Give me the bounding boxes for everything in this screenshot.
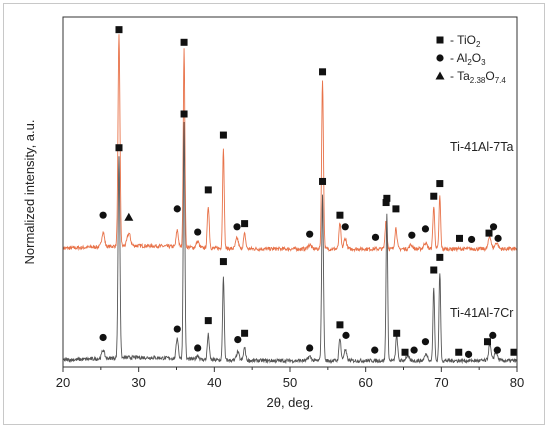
phase-marker-square	[115, 144, 123, 152]
phase-marker-square	[319, 177, 327, 185]
x-tick-label: 60	[358, 375, 372, 390]
phase-marker-circle	[99, 211, 107, 219]
phase-marker-circle	[306, 230, 314, 238]
phase-marker-square	[319, 68, 327, 76]
phase-marker-square	[392, 205, 400, 213]
phase-marker-square	[204, 186, 212, 194]
plot-area: Ti-41Al-7Ta Ti-41Al-7Cr	[62, 26, 518, 365]
phase-marker-square	[219, 258, 227, 266]
phase-marker-square	[393, 329, 401, 337]
axes: 20 30 40 50 60 70 80	[56, 16, 524, 390]
phase-marker-circle	[371, 346, 379, 354]
phase-marker-square	[485, 229, 493, 237]
phase-marker-square	[180, 110, 188, 118]
phase-marker-circle	[493, 346, 501, 354]
phase-marker-circle	[173, 205, 181, 213]
phase-marker-square	[436, 180, 444, 188]
x-tick-label: 50	[283, 375, 297, 390]
phase-marker-circle	[410, 346, 418, 354]
phase-marker-square	[382, 199, 390, 207]
phase-marker-square	[336, 211, 344, 219]
phase-marker-square	[204, 317, 212, 325]
legend: - TiO2 - Al2O3 - Ta2.38O7.4	[435, 33, 506, 85]
phase-marker-circle	[233, 223, 241, 231]
phase-marker-square	[180, 38, 188, 46]
phase-marker-square	[219, 131, 227, 139]
phase-marker-square	[510, 348, 518, 356]
series-line-2	[62, 121, 518, 365]
legend-circle-icon	[436, 54, 444, 62]
x-tick-label: 30	[131, 375, 145, 390]
phase-marker-circle	[194, 344, 202, 352]
phase-marker-square	[430, 192, 438, 200]
phase-marker-circle	[173, 325, 181, 333]
phase-marker-square	[455, 234, 463, 242]
phase-marker-square	[436, 253, 444, 261]
phase-marker-square	[241, 220, 249, 228]
x-tick-label: 20	[56, 375, 70, 390]
legend-label: - TiO2	[450, 33, 481, 49]
phase-marker-circle	[408, 231, 416, 239]
legend-triangle-icon	[435, 71, 445, 80]
chart-frame	[3, 3, 545, 425]
phase-marker-circle	[489, 223, 498, 231]
phase-marker-circle	[464, 350, 473, 358]
phase-marker-circle	[421, 225, 430, 233]
phase-marker-square	[401, 348, 409, 356]
plot-frame	[62, 16, 518, 368]
phase-marker-circle	[99, 333, 107, 342]
phase-marker-circle	[194, 228, 202, 236]
phase-marker-circle	[341, 223, 349, 231]
phase-marker-circle	[489, 331, 497, 339]
phase-marker-square	[115, 26, 123, 34]
x-tick-label: 40	[207, 375, 221, 390]
phase-marker-square	[336, 321, 344, 329]
phase-marker-circle	[306, 344, 314, 352]
series-line-1	[62, 34, 518, 253]
phase-marker-circle	[342, 331, 350, 339]
phase-marker-circle	[468, 235, 476, 244]
x-tick-label: 70	[434, 375, 448, 390]
phase-marker-square	[383, 194, 391, 202]
x-axis-title: 2θ, deg.	[267, 395, 314, 410]
series-label-2: Ti-41Al-7Cr	[450, 306, 513, 320]
y-axis-title: Normalized intensity, a.u.	[22, 120, 37, 265]
phase-marker-circle	[234, 335, 242, 344]
series-label-1: Ti-41Al-7Ta	[450, 140, 513, 154]
legend-square-icon	[436, 36, 444, 44]
legend-label: - Ta2.38O7.4	[450, 69, 506, 85]
phase-marker-circle	[421, 338, 430, 346]
phase-marker-circle	[371, 233, 380, 241]
phase-marker-square	[430, 266, 438, 274]
phase-marker-triangle	[124, 212, 134, 221]
x-tick-label: 80	[510, 375, 524, 390]
phase-marker-square	[455, 348, 463, 356]
phase-marker-square	[483, 338, 491, 346]
phase-marker-circle	[494, 234, 502, 242]
legend-label: - Al2O3	[450, 51, 486, 67]
phase-marker-square	[241, 329, 249, 337]
